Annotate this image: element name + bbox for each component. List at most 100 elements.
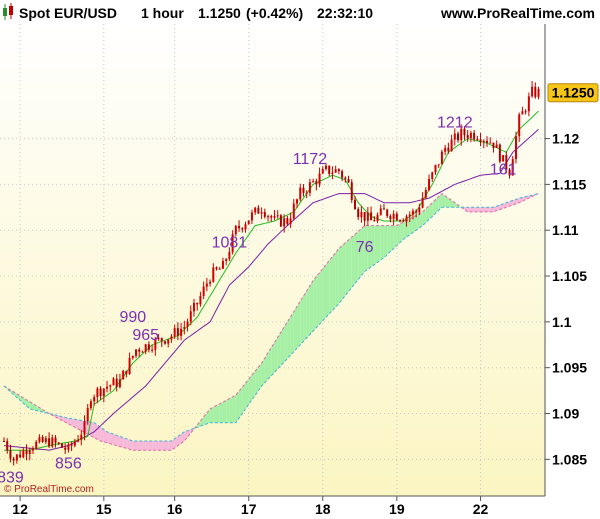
candle-body — [353, 199, 356, 210]
cloud-segment — [409, 217, 413, 235]
candle — [453, 128, 456, 146]
cloud-segment — [383, 225, 388, 258]
cloud-segment — [261, 357, 265, 387]
candle — [473, 129, 476, 142]
candle-body — [514, 136, 517, 160]
candle — [495, 140, 498, 148]
candle-body — [511, 159, 514, 176]
candle-body — [167, 339, 170, 344]
cloud-segment — [277, 332, 281, 369]
candle-body — [440, 151, 443, 165]
clock-time: 22:32:10 — [317, 5, 373, 21]
candle-body — [395, 213, 398, 221]
cloud-segment — [329, 256, 333, 314]
candle — [399, 219, 402, 223]
kijun-line — [3, 129, 539, 451]
candle-body — [22, 450, 25, 458]
candle — [73, 438, 76, 448]
cloud-segment — [432, 199, 436, 217]
candle-body — [296, 199, 299, 204]
candle — [83, 415, 86, 441]
candle-body — [521, 111, 524, 115]
cloud-segment — [29, 401, 33, 410]
senkou-span-b — [3, 193, 539, 442]
cloud-segment — [216, 403, 220, 423]
cloud-segment — [322, 264, 326, 321]
candle — [279, 213, 282, 228]
candle-body — [273, 216, 276, 218]
cloud-segment — [129, 439, 133, 451]
candle-body — [276, 215, 279, 217]
candle — [437, 164, 440, 168]
candle-body — [38, 437, 41, 442]
candle — [89, 399, 92, 411]
instrument-name: Spot EUR/USD — [19, 5, 117, 21]
cloud-segment — [219, 402, 223, 423]
cloud-segment — [97, 424, 101, 442]
candle — [505, 151, 508, 174]
candle — [6, 438, 9, 454]
cloud-segment — [287, 316, 291, 359]
candle-body — [321, 169, 324, 174]
cloud-segment — [271, 342, 275, 376]
candle — [12, 456, 15, 466]
y-axis-panel — [545, 24, 600, 496]
cloud-segment — [393, 225, 397, 249]
candle — [176, 322, 179, 341]
candle — [96, 386, 99, 404]
candle-body — [192, 302, 195, 312]
candle-body — [292, 203, 295, 219]
candle — [128, 352, 131, 375]
cloud-segment — [116, 435, 120, 447]
candle — [48, 432, 51, 448]
timeframe-label: 1 hour — [141, 5, 184, 21]
cloud-segment — [303, 290, 307, 342]
candle — [70, 441, 73, 452]
candle — [334, 165, 337, 173]
candle — [321, 166, 324, 175]
candle-body — [260, 212, 263, 214]
cloud-segment — [451, 200, 455, 208]
candle — [289, 212, 292, 228]
cloud-segment — [200, 416, 204, 427]
cloud-segment — [36, 405, 40, 412]
cloud-segment — [445, 195, 449, 208]
candle-body — [428, 178, 431, 190]
candle — [238, 220, 241, 232]
cloud-segment — [345, 239, 349, 296]
candle-body — [502, 155, 505, 162]
candle — [267, 214, 270, 222]
candle-body — [360, 211, 363, 218]
annotation-76: 76 — [356, 239, 374, 256]
candle-body — [109, 385, 112, 387]
candle — [431, 171, 434, 182]
cloud-segment — [354, 231, 359, 284]
cloud-segment — [390, 225, 394, 252]
candle-body — [212, 267, 215, 282]
cloud-segment — [187, 429, 191, 437]
last-price-label: 1.1250 — [552, 85, 595, 101]
candle-body — [196, 302, 199, 305]
candle — [421, 192, 424, 209]
cloud-segment — [438, 193, 442, 211]
candle — [479, 132, 482, 147]
candle-body — [466, 135, 469, 139]
cloud-segment — [412, 215, 417, 233]
candle — [247, 220, 250, 225]
candle-body — [102, 388, 105, 397]
site-link[interactable]: www.ProRealTime.com — [440, 5, 595, 21]
candle-body — [415, 210, 418, 213]
candle — [189, 305, 192, 326]
candle-body — [399, 220, 402, 222]
candle — [164, 340, 166, 345]
candle-body — [421, 197, 424, 208]
candle-body — [350, 182, 353, 200]
candle — [257, 205, 260, 214]
cloud-segment — [139, 441, 143, 451]
cloud-segment — [313, 276, 317, 332]
candle — [460, 124, 463, 146]
candle — [86, 403, 89, 425]
cloud-segment — [364, 225, 368, 272]
candle-body — [382, 208, 385, 210]
